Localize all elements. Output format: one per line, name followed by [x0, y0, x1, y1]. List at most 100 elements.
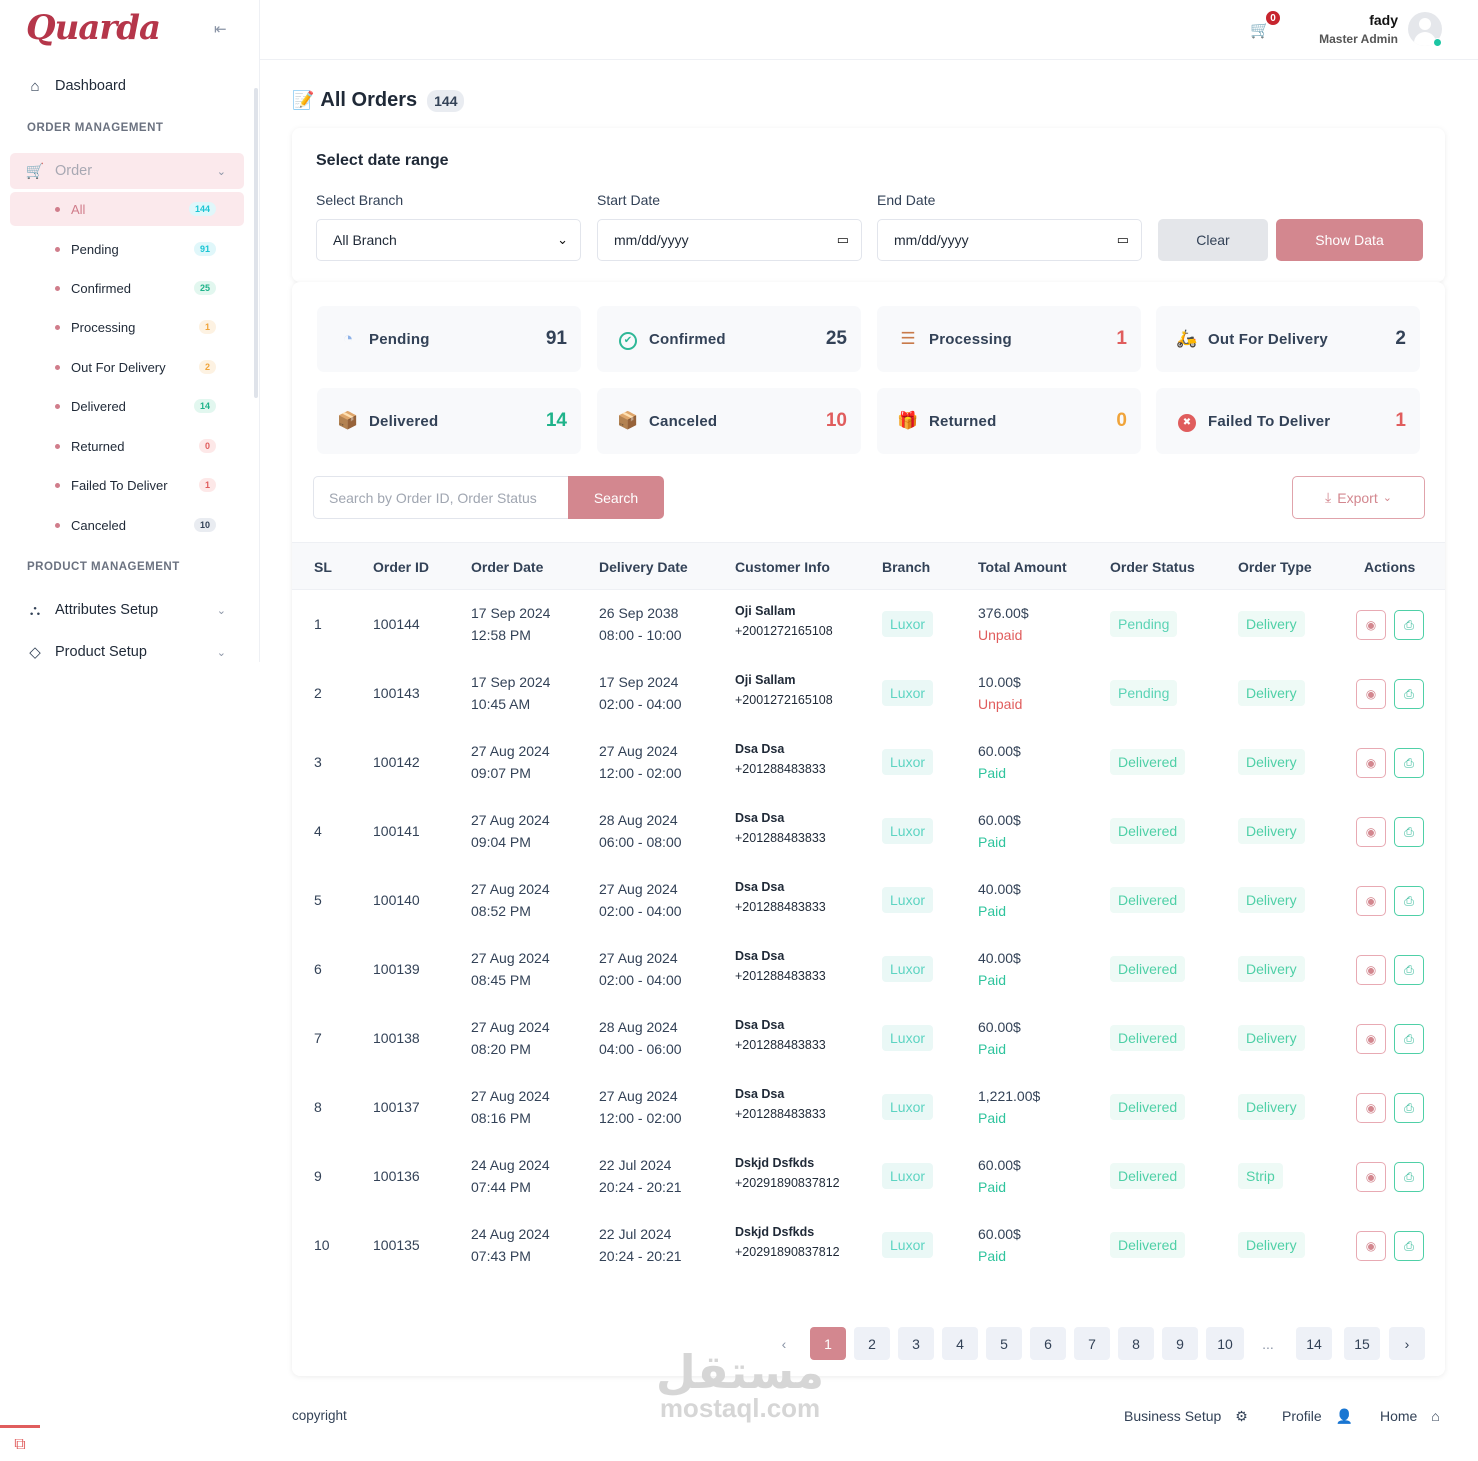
sidebar-subitem-failed-to-deliver[interactable]: Failed To Deliver 1: [10, 468, 244, 502]
column-header[interactable]: SL: [314, 559, 332, 575]
calendar-icon[interactable]: ▭: [836, 232, 849, 247]
stat-card-returned[interactable]: 🎁 Returned 0: [877, 388, 1141, 454]
search-input[interactable]: Search by Order ID, Order Status: [313, 476, 569, 519]
row-order-id[interactable]: 100136: [373, 1168, 420, 1184]
page-button-10[interactable]: 10: [1206, 1327, 1244, 1360]
sidebar-subitem-returned[interactable]: Returned 0: [10, 429, 244, 463]
show-data-button[interactable]: Show Data: [1276, 219, 1423, 261]
row-order-id[interactable]: 100139: [373, 961, 420, 977]
row-order-id[interactable]: 100144: [373, 616, 420, 632]
table-row[interactable]: 5 100140 27 Aug 2024 08:52 PM 27 Aug 2024 02:…: [292, 866, 1445, 935]
row-customer-info[interactable]: Dskjd Dsfkds +20291890837812: [735, 1225, 840, 1259]
row-order-id[interactable]: 100143: [373, 685, 420, 701]
row-order-id[interactable]: 100137: [373, 1099, 420, 1115]
branch-select[interactable]: All Branch ⌄: [316, 219, 581, 261]
page-button-1[interactable]: 1: [810, 1327, 846, 1360]
view-order-button[interactable]: ◉: [1356, 886, 1386, 916]
row-order-id[interactable]: 100141: [373, 823, 420, 839]
sidebar-subitem-out-for-delivery[interactable]: Out For Delivery 2: [10, 350, 244, 384]
row-customer-info[interactable]: Dsa Dsa +201288483833: [735, 1018, 826, 1052]
view-order-button[interactable]: ◉: [1356, 610, 1386, 640]
page-button-7[interactable]: 7: [1074, 1327, 1110, 1360]
view-order-button[interactable]: ◉: [1356, 1093, 1386, 1123]
row-order-id[interactable]: 100140: [373, 892, 420, 908]
collapse-sidebar-icon[interactable]: ⇤: [214, 21, 227, 38]
column-header[interactable]: Actions: [1364, 559, 1416, 575]
table-row[interactable]: 10 100135 24 Aug 2024 07:43 PM 22 Jul 2024 20…: [292, 1211, 1445, 1280]
print-invoice-button[interactable]: ⎙: [1394, 1162, 1424, 1192]
calendar-icon[interactable]: ▭: [1116, 232, 1129, 247]
page-button-5[interactable]: 5: [986, 1327, 1022, 1360]
view-order-button[interactable]: ◉: [1356, 748, 1386, 778]
row-customer-info[interactable]: Dskjd Dsfkds +20291890837812: [735, 1156, 840, 1190]
row-customer-info[interactable]: Dsa Dsa +201288483833: [735, 742, 826, 776]
footer-link-business-setup[interactable]: Business Setup ⚙: [1124, 1408, 1248, 1425]
sidebar-item-dashboard[interactable]: ⌂ Dashboard: [10, 68, 244, 104]
row-customer-info[interactable]: Dsa Dsa +201288483833: [735, 1087, 826, 1121]
sidebar-subitem-pending[interactable]: Pending 91: [10, 232, 244, 266]
column-header[interactable]: Customer Info: [735, 559, 830, 575]
print-invoice-button[interactable]: ⎙: [1394, 610, 1424, 640]
page-button-15[interactable]: 15: [1344, 1327, 1380, 1360]
stat-card-confirmed[interactable]: ✔ Confirmed 25: [597, 306, 861, 372]
search-button[interactable]: Search: [568, 476, 664, 519]
stat-card-failed-to-deliver[interactable]: ✖ Failed To Deliver 1: [1156, 388, 1420, 454]
page-button-8[interactable]: 8: [1118, 1327, 1154, 1360]
sidebar-scrollbar[interactable]: [254, 88, 258, 398]
view-order-button[interactable]: ◉: [1356, 817, 1386, 847]
print-invoice-button[interactable]: ⎙: [1394, 1093, 1424, 1123]
brand-logo[interactable]: Quarda: [26, 8, 161, 48]
view-order-button[interactable]: ◉: [1356, 955, 1386, 985]
prev-page-button[interactable]: ‹: [781, 1335, 787, 1352]
row-customer-info[interactable]: Dsa Dsa +201288483833: [735, 811, 826, 845]
sidebar-subitem-all[interactable]: All 144: [10, 192, 244, 226]
table-row[interactable]: 3 100142 27 Aug 2024 09:07 PM 27 Aug 2024 12:…: [292, 728, 1445, 797]
row-order-id[interactable]: 100138: [373, 1030, 420, 1046]
view-order-button[interactable]: ◉: [1356, 1162, 1386, 1192]
debug-toolbar-icon[interactable]: ⧉: [0, 1425, 40, 1461]
sidebar-item-attributes-setup[interactable]: ⛬ Attributes Setup ⌄: [10, 592, 244, 628]
column-header[interactable]: Order Date: [471, 559, 544, 575]
table-row[interactable]: 8 100137 27 Aug 2024 08:16 PM 27 Aug 2024 12:…: [292, 1073, 1445, 1142]
sidebar-item-product-setup[interactable]: ◇ Product Setup ⌄: [10, 634, 244, 670]
sidebar-item-order[interactable]: 🛒 Order ⌄: [10, 153, 244, 189]
table-row[interactable]: 9 100136 24 Aug 2024 07:44 PM 22 Jul 2024 20:…: [292, 1142, 1445, 1211]
sidebar-subitem-confirmed[interactable]: Confirmed 25: [10, 271, 244, 305]
page-button-2[interactable]: 2: [854, 1327, 890, 1360]
stat-card-out-for-delivery[interactable]: 🛵 Out For Delivery 2: [1156, 306, 1420, 372]
view-order-button[interactable]: ◉: [1356, 1231, 1386, 1261]
page-button-4[interactable]: 4: [942, 1327, 978, 1360]
print-invoice-button[interactable]: ⎙: [1394, 1231, 1424, 1261]
row-customer-info[interactable]: Oji Sallam +2001272165108: [735, 604, 833, 638]
footer-link-home[interactable]: Home ⌂: [1380, 1408, 1440, 1424]
table-row[interactable]: 1 100144 17 Sep 2024 12:58 PM 26 Sep 2038 08:…: [292, 590, 1445, 659]
next-page-button[interactable]: ›: [1389, 1327, 1425, 1360]
export-button[interactable]: ⤓ Export ⌄: [1292, 476, 1425, 519]
print-invoice-button[interactable]: ⎙: [1394, 1024, 1424, 1054]
page-button-14[interactable]: 14: [1296, 1327, 1332, 1360]
start-date-input[interactable]: mm/dd/yyyy ▭: [597, 219, 862, 261]
row-customer-info[interactable]: Dsa Dsa +201288483833: [735, 949, 826, 983]
table-row[interactable]: 7 100138 27 Aug 2024 08:20 PM 28 Aug 2024 04:…: [292, 1004, 1445, 1073]
stat-card-pending[interactable]: ◔ Pending 91: [317, 306, 581, 372]
print-invoice-button[interactable]: ⎙: [1394, 817, 1424, 847]
row-customer-info[interactable]: Oji Sallam +2001272165108: [735, 673, 833, 707]
clear-button[interactable]: Clear: [1158, 219, 1268, 261]
print-invoice-button[interactable]: ⎙: [1394, 679, 1424, 709]
page-button-6[interactable]: 6: [1030, 1327, 1066, 1360]
column-header[interactable]: Total Amount: [978, 559, 1067, 575]
sidebar-subitem-processing[interactable]: Processing 1: [10, 310, 244, 344]
table-row[interactable]: 6 100139 27 Aug 2024 08:45 PM 27 Aug 2024 02:…: [292, 935, 1445, 1004]
stat-card-delivered[interactable]: 📦 Delivered 14: [317, 388, 581, 454]
print-invoice-button[interactable]: ⎙: [1394, 748, 1424, 778]
print-invoice-button[interactable]: ⎙: [1394, 955, 1424, 985]
page-button-3[interactable]: 3: [898, 1327, 934, 1360]
column-header[interactable]: Order ID: [373, 559, 430, 575]
column-header[interactable]: Order Status: [1110, 559, 1195, 575]
row-order-id[interactable]: 100142: [373, 754, 420, 770]
stat-card-processing[interactable]: ☰ Processing 1: [877, 306, 1141, 372]
cart-icon[interactable]: 🛒: [1250, 22, 1270, 39]
column-header[interactable]: Delivery Date: [599, 559, 688, 575]
row-customer-info[interactable]: Dsa Dsa +201288483833: [735, 880, 826, 914]
sidebar-subitem-delivered[interactable]: Delivered 14: [10, 389, 244, 423]
